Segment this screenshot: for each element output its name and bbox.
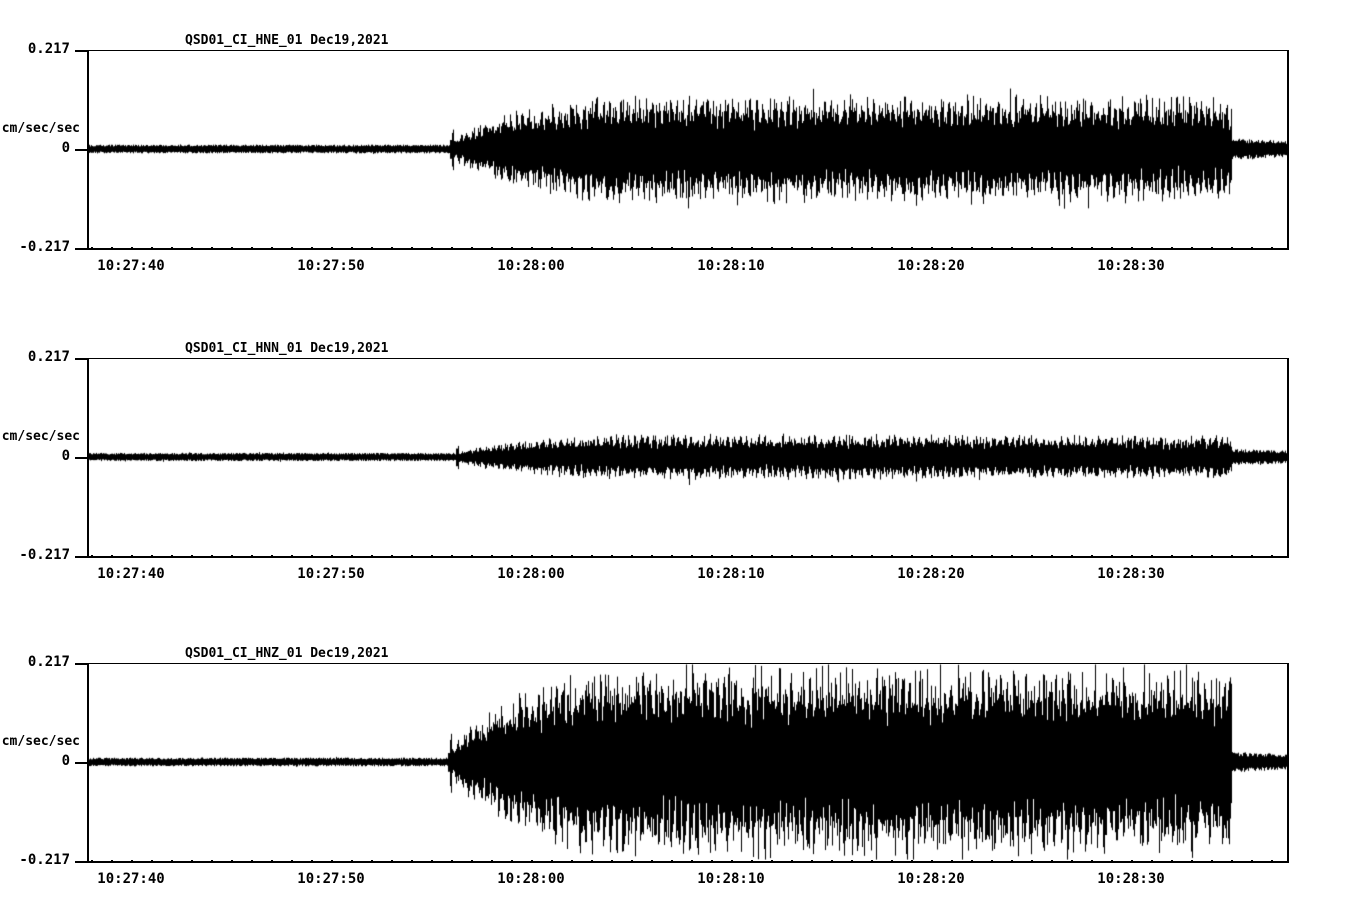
x-axis-tick-label: 10:27:40 <box>97 871 165 887</box>
x-axis-line <box>87 861 1289 863</box>
waveform-trace-hne <box>89 51 1287 247</box>
x-axis-tick-label: 10:28:20 <box>897 871 965 887</box>
panel-title-hnn: QSD01_CI_HNN_01 Dec19,2021 <box>185 341 389 356</box>
y-axis-unit-label: cm/sec/sec <box>1 429 80 444</box>
y-axis-label-max: 0.217 <box>27 349 70 365</box>
x-axis-line <box>87 556 1289 558</box>
y-axis-label-max: 0.217 <box>27 654 70 670</box>
y-tick-zero <box>75 457 89 459</box>
x-axis-tick-label: 10:27:50 <box>297 566 365 582</box>
y-axis-label-max: 0.217 <box>27 41 70 57</box>
x-axis-tick-label: 10:28:30 <box>1097 258 1165 274</box>
plot-right-border <box>1287 50 1289 250</box>
y-tick-zero <box>75 149 89 151</box>
y-tick-max <box>75 358 89 360</box>
x-axis-tick-label: 10:27:50 <box>297 871 365 887</box>
y-axis-label-min: -0.217 <box>19 852 70 868</box>
x-axis-tick-label: 10:28:30 <box>1097 566 1165 582</box>
y-tick-zero <box>75 762 89 764</box>
x-axis-line <box>87 248 1289 250</box>
y-tick-max <box>75 663 89 665</box>
panel-title-hne: QSD01_CI_HNE_01 Dec19,2021 <box>185 33 389 48</box>
x-axis-tick-label: 10:27:40 <box>97 258 165 274</box>
x-axis-tick-label: 10:28:10 <box>697 871 765 887</box>
x-axis-tick-label: 10:28:20 <box>897 566 965 582</box>
y-tick-min <box>75 861 89 863</box>
x-axis-tick-label: 10:28:00 <box>497 566 565 582</box>
y-axis-label-zero: 0 <box>61 753 70 769</box>
y-axis-label-min: -0.217 <box>19 547 70 563</box>
x-axis-tick-label: 10:28:20 <box>897 258 965 274</box>
plot-right-border <box>1287 358 1289 558</box>
x-axis-tick-label: 10:27:50 <box>297 258 365 274</box>
x-axis-tick-label: 10:28:10 <box>697 258 765 274</box>
y-tick-min <box>75 248 89 250</box>
plot-right-border <box>1287 663 1289 863</box>
y-axis-label-min: -0.217 <box>19 239 70 255</box>
y-axis-label-zero: 0 <box>61 140 70 156</box>
x-axis-tick-label: 10:28:10 <box>697 566 765 582</box>
y-axis-unit-label: cm/sec/sec <box>1 734 80 749</box>
x-axis-tick-label: 10:28:00 <box>497 258 565 274</box>
y-tick-min <box>75 556 89 558</box>
waveform-trace-hnz <box>89 664 1287 860</box>
y-tick-max <box>75 50 89 52</box>
y-axis-unit-label: cm/sec/sec <box>1 121 80 136</box>
waveform-trace-hnn <box>89 359 1287 555</box>
x-axis-tick-label: 10:28:30 <box>1097 871 1165 887</box>
x-axis-tick-label: 10:27:40 <box>97 566 165 582</box>
x-axis-tick-label: 10:28:00 <box>497 871 565 887</box>
y-axis-label-zero: 0 <box>61 448 70 464</box>
panel-title-hnz: QSD01_CI_HNZ_01 Dec19,2021 <box>185 646 389 661</box>
